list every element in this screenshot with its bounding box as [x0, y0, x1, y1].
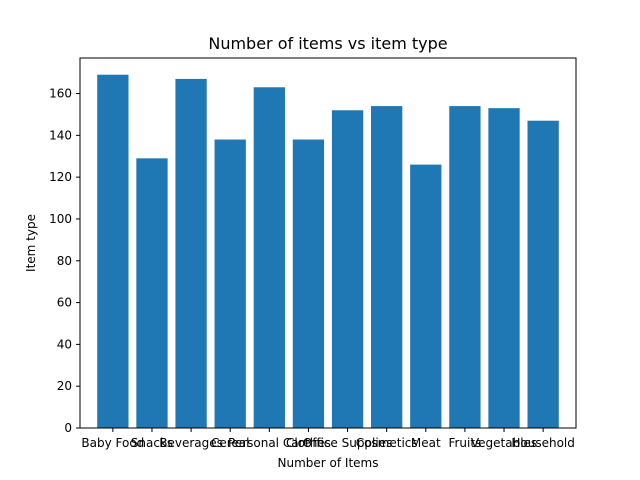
y-tick-label: 120	[49, 170, 72, 184]
bar-snacks	[136, 158, 168, 428]
bar-beverages	[175, 78, 207, 429]
x-tick-label: Vegetables	[471, 436, 537, 450]
bar-office-supplies	[331, 110, 364, 428]
bar-household	[527, 120, 559, 429]
x-tick-label: Household	[511, 436, 575, 450]
bars-group	[97, 74, 559, 429]
bar-vegetables	[488, 108, 520, 429]
x-tick-label: Cosmetics	[356, 436, 418, 450]
x-tick-label: Cereal	[211, 436, 250, 450]
bar-clothes	[292, 139, 325, 428]
x-tick-label: Snacks	[131, 436, 173, 450]
y-tick-label: 80	[57, 254, 72, 268]
bar-fruits	[449, 106, 481, 428]
bar-baby-food	[97, 74, 129, 428]
x-tick-label: Personal Care	[228, 436, 311, 450]
y-axis-label: Item type	[24, 214, 38, 272]
y-tick-label: 20	[57, 379, 72, 393]
y-tick-label: 40	[57, 337, 72, 351]
bar-cereal	[214, 139, 246, 428]
y-tick-label: 0	[64, 421, 72, 435]
x-tick-label: Clothes	[286, 436, 331, 450]
plot-frame	[79, 57, 577, 429]
bar-cosmetics	[371, 106, 403, 428]
x-tick-label: Meat	[411, 436, 441, 450]
chart-title: Number of items vs item type	[208, 34, 447, 53]
x-axis-label: Number of Items	[278, 456, 379, 470]
y-tick-label: 100	[49, 212, 72, 226]
x-tick-label: Baby Food	[81, 436, 144, 450]
x-tick-label: Beverages	[159, 436, 223, 450]
y-tick-label: 140	[49, 128, 72, 142]
x-tick-label: Office Supplies	[303, 436, 393, 450]
bar-personal-care	[253, 87, 285, 429]
y-tick-label: 160	[49, 87, 72, 101]
bar-meat	[410, 164, 442, 429]
y-tick-label: 60	[57, 296, 72, 310]
x-tick-label: Fruits	[448, 436, 481, 450]
y-axis: 0 20 40 60 80 100 120 140 160	[49, 87, 80, 435]
